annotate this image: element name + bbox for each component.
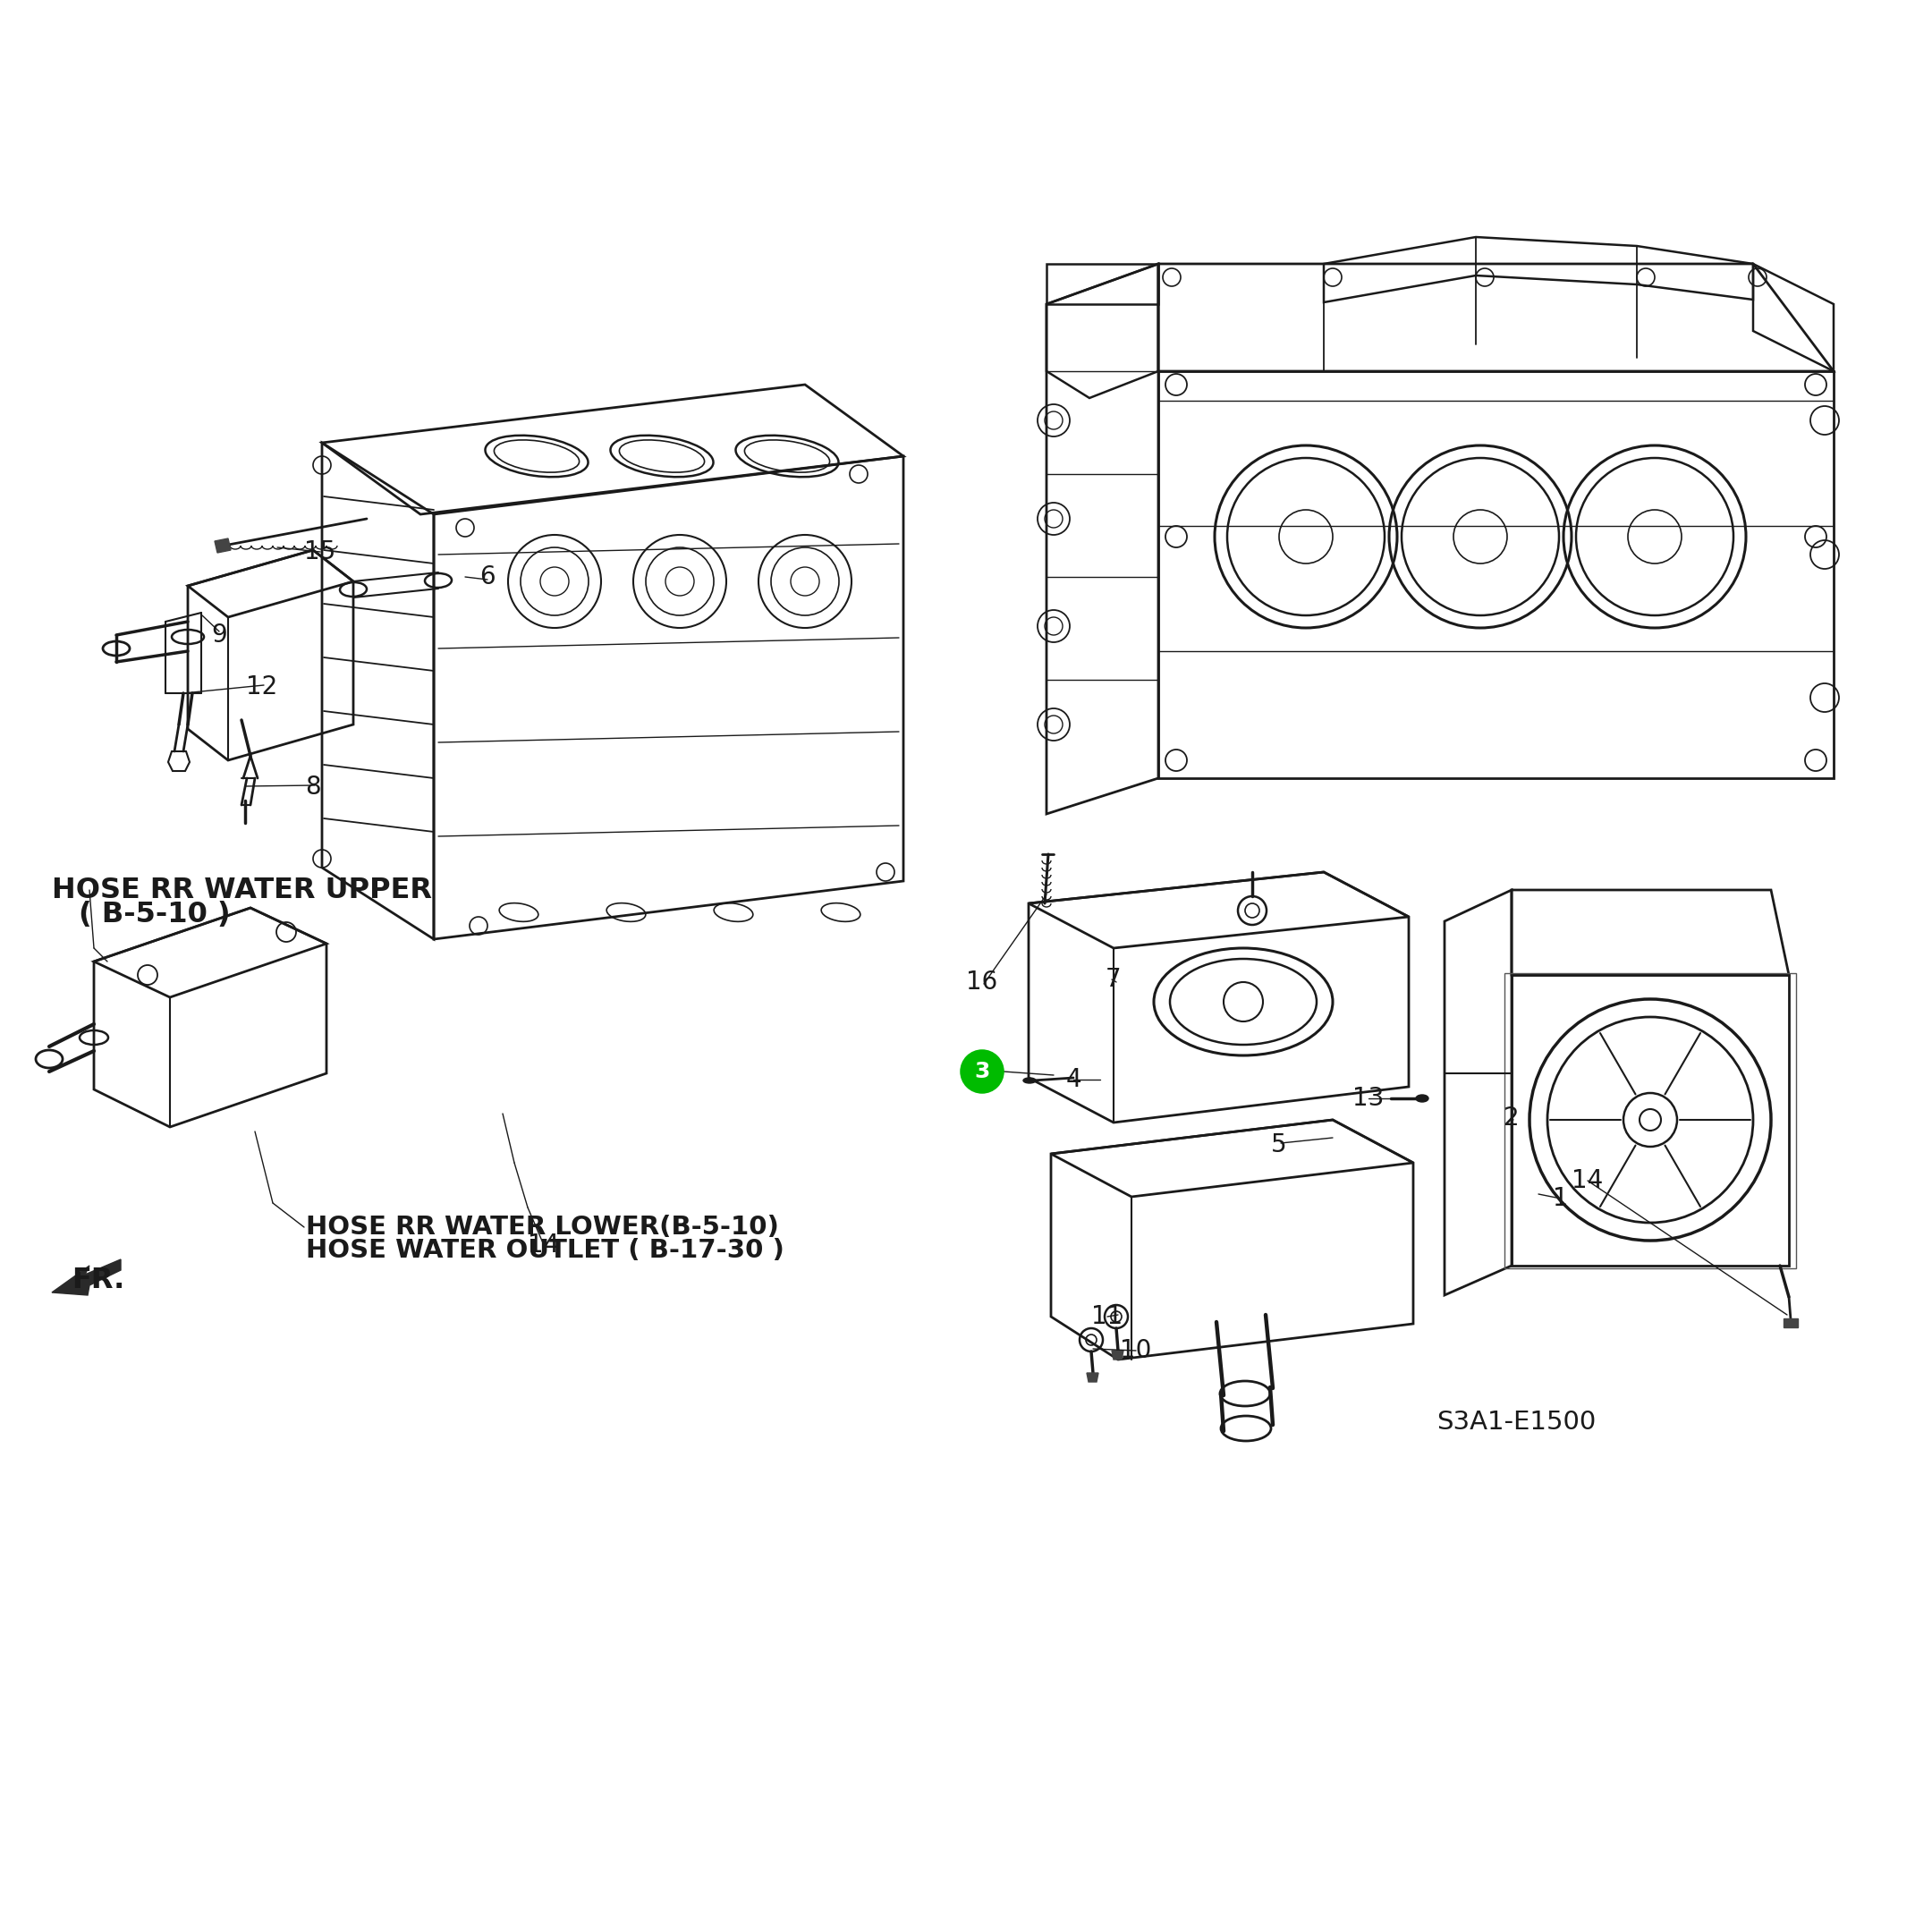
Text: 12: 12 (245, 674, 278, 699)
Text: 15: 15 (305, 539, 336, 564)
Text: 7: 7 (1105, 966, 1121, 991)
Polygon shape (52, 1260, 120, 1294)
Text: 16: 16 (966, 970, 997, 995)
Ellipse shape (1024, 1078, 1036, 1084)
Text: 9: 9 (211, 622, 228, 647)
Text: 3: 3 (974, 1061, 989, 1082)
Polygon shape (1111, 1350, 1122, 1360)
Text: 8: 8 (305, 775, 321, 800)
Text: S3A1-E1500: S3A1-E1500 (1435, 1410, 1596, 1435)
Text: ( B-5-10 ): ( B-5-10 ) (79, 900, 230, 927)
Text: 5: 5 (1271, 1132, 1287, 1157)
Polygon shape (1086, 1374, 1099, 1381)
Text: 14: 14 (1573, 1169, 1604, 1194)
Polygon shape (214, 539, 230, 553)
Ellipse shape (1416, 1095, 1428, 1101)
Text: 13: 13 (1352, 1086, 1385, 1111)
Text: 11: 11 (1092, 1304, 1122, 1329)
Text: HOSE WATER OUTLET ( B-17-30 ): HOSE WATER OUTLET ( B-17-30 ) (305, 1238, 784, 1264)
Text: 2: 2 (1503, 1105, 1519, 1130)
Text: HOSE RR WATER UPPER: HOSE RR WATER UPPER (52, 875, 433, 904)
Text: 4: 4 (1065, 1066, 1082, 1092)
Text: 10: 10 (1121, 1339, 1151, 1364)
Polygon shape (1783, 1318, 1799, 1327)
Circle shape (962, 1051, 1003, 1092)
Text: HOSE RR WATER LOWER(B-5-10): HOSE RR WATER LOWER(B-5-10) (305, 1215, 779, 1240)
Text: 3: 3 (976, 1057, 991, 1082)
Text: 1: 1 (1553, 1186, 1569, 1211)
Text: 14: 14 (527, 1233, 560, 1258)
Text: 6: 6 (479, 564, 495, 589)
Text: FR.: FR. (71, 1267, 124, 1294)
